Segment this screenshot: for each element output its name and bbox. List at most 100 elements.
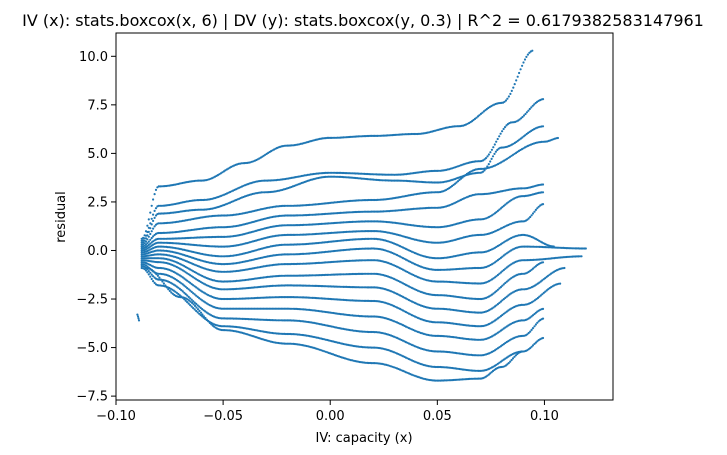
scatter-point xyxy=(523,58,527,61)
scatter-point xyxy=(510,89,513,92)
scatter-point xyxy=(521,136,524,139)
scatter-point xyxy=(193,304,197,307)
y-tick-label: 5.0 xyxy=(87,147,108,162)
scatter-point xyxy=(144,269,148,272)
scatter-point xyxy=(458,178,461,181)
scatter-point xyxy=(501,206,504,209)
scatter-point xyxy=(137,317,140,320)
scatter-point xyxy=(462,175,465,178)
scatter-point xyxy=(146,242,149,245)
scatter-point xyxy=(541,98,545,101)
scatter-point xyxy=(499,132,502,135)
scatter-point xyxy=(146,238,149,241)
scatter-point xyxy=(483,169,486,172)
scatter-point xyxy=(482,110,485,113)
scatter-point xyxy=(150,204,153,207)
scatter-point xyxy=(204,316,207,320)
x-axis-ticks: −0.10 −0.05 0.00 0.05 0.10 xyxy=(96,400,559,424)
scatter-point xyxy=(503,126,507,129)
scatter-point xyxy=(530,328,533,331)
y-tick-label: −5.0 xyxy=(76,341,108,356)
scatter-point xyxy=(165,286,168,289)
scatter-point xyxy=(147,235,150,238)
scatter-point xyxy=(149,227,152,230)
scatter-point xyxy=(152,198,155,201)
scatter-point xyxy=(452,183,455,186)
scatter-point xyxy=(501,130,504,133)
scatter-point xyxy=(520,350,523,353)
scatter-point xyxy=(487,163,490,166)
scatter-point xyxy=(537,205,540,208)
scatter-point xyxy=(490,148,493,151)
scatter-point xyxy=(147,230,150,233)
scatter-point xyxy=(152,219,155,222)
scatter-point xyxy=(522,61,525,64)
scatter-point xyxy=(498,135,501,138)
scatter-point xyxy=(541,307,545,310)
scatter-point xyxy=(531,327,535,330)
scatter-point xyxy=(150,217,153,220)
scatter-point xyxy=(152,213,155,216)
x-tick-label: 0.05 xyxy=(423,409,452,424)
scatter-point xyxy=(503,100,506,103)
scatter-point xyxy=(478,114,481,117)
scatter-point xyxy=(520,117,523,120)
scatter-point xyxy=(529,330,532,333)
scatter-point xyxy=(529,215,532,219)
scatter-point xyxy=(143,242,146,245)
scatter-point xyxy=(152,227,155,230)
scatter-point xyxy=(164,284,167,287)
y-tick-label: −2.5 xyxy=(76,293,108,308)
scatter-point xyxy=(504,99,508,102)
scatter-point xyxy=(541,191,545,194)
scatter-point xyxy=(493,143,496,146)
scatter-point xyxy=(521,64,524,67)
scatter-point xyxy=(525,55,528,59)
scatter-point xyxy=(496,137,499,141)
y-axis-ticks: −7.5−5.0−2.50.02.55.07.510.0 xyxy=(76,50,116,405)
scatter-point xyxy=(495,211,498,214)
scatter-point xyxy=(150,236,153,240)
scatter-point xyxy=(159,278,162,281)
scatter-point xyxy=(144,240,148,243)
scatter-point xyxy=(152,280,155,283)
scatter-point xyxy=(541,183,545,186)
scatter-point xyxy=(580,255,583,258)
scatter-point xyxy=(161,280,164,283)
scatter-point xyxy=(146,224,149,227)
scatter-point xyxy=(152,235,155,238)
scatter-point xyxy=(534,208,538,211)
scatter-point xyxy=(136,315,140,318)
scatter-point xyxy=(498,208,501,211)
scatter-point xyxy=(526,53,530,56)
scatter-point xyxy=(150,223,153,226)
scatter-point xyxy=(541,317,545,320)
scatter-point xyxy=(147,243,150,246)
scatter-point xyxy=(196,308,200,311)
scatter-point xyxy=(199,311,203,314)
scatter-point xyxy=(158,276,161,279)
scatter-point xyxy=(153,193,156,196)
scatter-point xyxy=(150,230,153,233)
scatter-point xyxy=(147,218,150,221)
scatter-point xyxy=(154,207,158,210)
scatter-point xyxy=(531,212,535,215)
scatter-point xyxy=(146,271,149,274)
x-tick-label: 0.10 xyxy=(530,409,559,424)
scatter-point xyxy=(504,203,507,206)
scatter-point xyxy=(149,232,152,236)
scatter-point xyxy=(459,177,463,180)
scatter-point xyxy=(483,158,486,161)
scatter-point xyxy=(153,225,156,228)
scatter-point xyxy=(207,320,210,323)
plot-frame xyxy=(115,32,614,401)
scatter-point xyxy=(149,238,152,241)
scatter-point xyxy=(505,124,508,127)
x-tick-label: 0.00 xyxy=(316,409,345,424)
scatter-point xyxy=(489,151,492,154)
scatter-point xyxy=(525,111,529,114)
scatter-point xyxy=(155,273,158,276)
scatter-point xyxy=(509,92,512,95)
scatter-point xyxy=(202,315,205,318)
scatter-point xyxy=(515,79,518,82)
